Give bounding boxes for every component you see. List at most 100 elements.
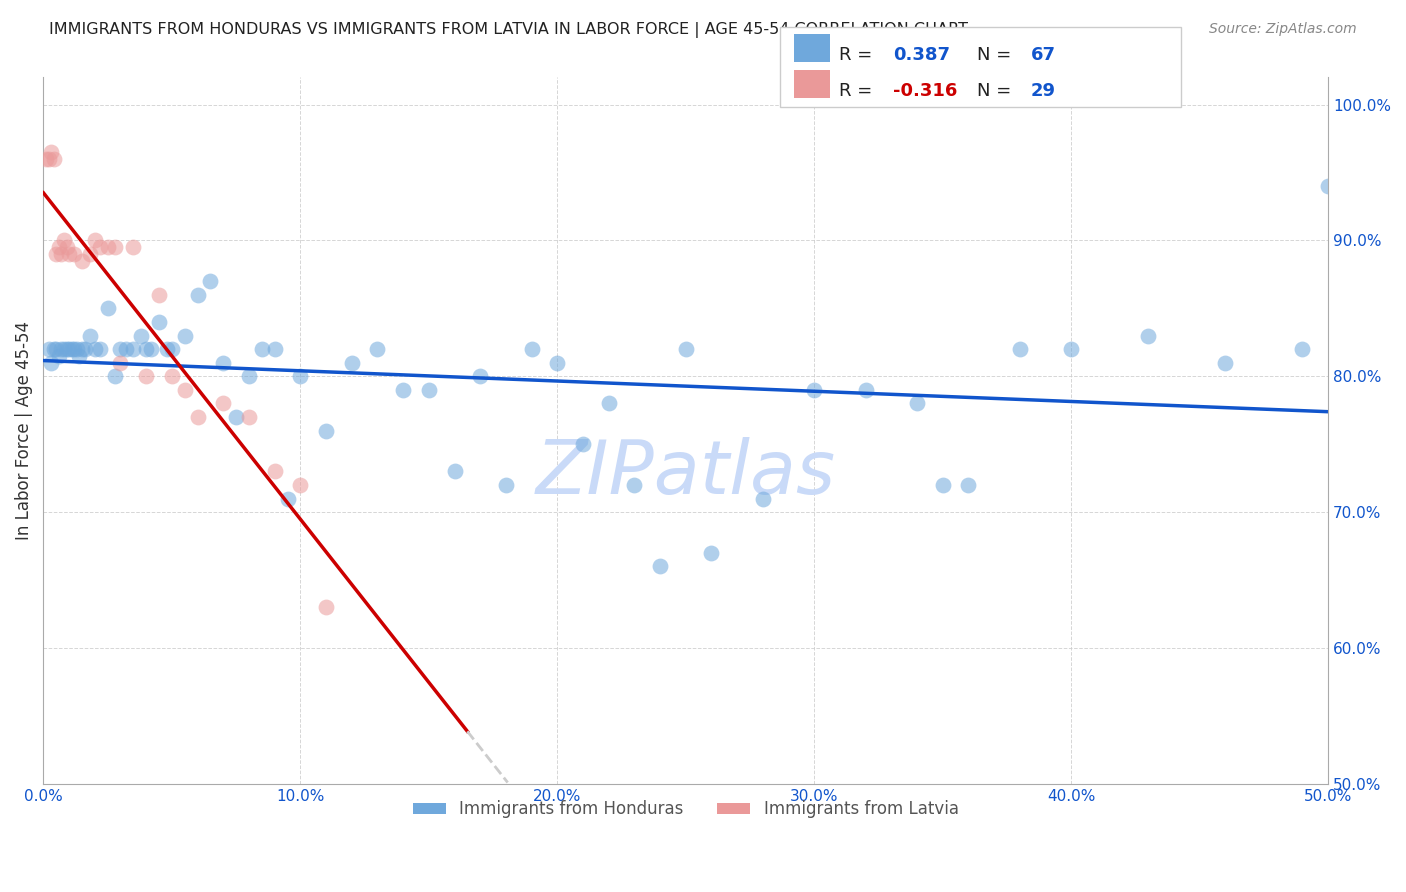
Point bbox=[110, 356, 132, 370]
Point bbox=[55, 342, 77, 356]
Point bbox=[48, 240, 70, 254]
Point bbox=[803, 383, 825, 397]
Point bbox=[290, 478, 312, 492]
Text: R =: R = bbox=[839, 82, 879, 100]
Point bbox=[135, 342, 157, 356]
Point bbox=[752, 491, 775, 506]
Point bbox=[418, 383, 440, 397]
Point bbox=[42, 342, 65, 356]
Point bbox=[212, 396, 235, 410]
Point bbox=[340, 356, 363, 370]
Point bbox=[495, 478, 517, 492]
Point bbox=[89, 342, 111, 356]
Text: 29: 29 bbox=[1031, 82, 1056, 100]
Point bbox=[39, 356, 62, 370]
Point bbox=[1291, 342, 1313, 356]
Point bbox=[200, 274, 222, 288]
Point bbox=[122, 342, 145, 356]
Point bbox=[160, 342, 183, 356]
Point bbox=[83, 234, 105, 248]
Point bbox=[290, 369, 312, 384]
Point bbox=[63, 247, 86, 261]
Point bbox=[315, 424, 337, 438]
Point bbox=[70, 253, 93, 268]
Point bbox=[315, 600, 337, 615]
Point bbox=[905, 396, 928, 410]
Point bbox=[225, 409, 247, 424]
Point bbox=[648, 559, 671, 574]
Point bbox=[45, 342, 67, 356]
Point bbox=[160, 369, 183, 384]
Point bbox=[187, 409, 209, 424]
Point bbox=[173, 383, 195, 397]
Point bbox=[97, 301, 120, 316]
Point bbox=[51, 247, 73, 261]
Point bbox=[83, 342, 105, 356]
Point bbox=[148, 287, 170, 301]
Point bbox=[63, 342, 86, 356]
Point bbox=[45, 247, 67, 261]
Point bbox=[51, 342, 73, 356]
Point bbox=[238, 369, 260, 384]
Text: IMMIGRANTS FROM HONDURAS VS IMMIGRANTS FROM LATVIA IN LABOR FORCE | AGE 45-54 CO: IMMIGRANTS FROM HONDURAS VS IMMIGRANTS F… bbox=[49, 22, 969, 38]
Y-axis label: In Labor Force | Age 45-54: In Labor Force | Age 45-54 bbox=[15, 321, 32, 540]
Point bbox=[48, 349, 70, 363]
Point bbox=[38, 152, 60, 166]
Point bbox=[1008, 342, 1031, 356]
Point bbox=[931, 478, 953, 492]
Point bbox=[114, 342, 136, 356]
Point bbox=[1137, 328, 1160, 343]
Point bbox=[700, 546, 723, 560]
Point bbox=[52, 342, 75, 356]
Text: 67: 67 bbox=[1031, 46, 1056, 64]
Point bbox=[173, 328, 195, 343]
Point bbox=[263, 464, 285, 478]
Point bbox=[55, 240, 77, 254]
Point bbox=[148, 315, 170, 329]
Point bbox=[89, 240, 111, 254]
Point bbox=[60, 342, 83, 356]
Point bbox=[58, 247, 80, 261]
Point bbox=[1060, 342, 1083, 356]
Point bbox=[66, 342, 89, 356]
Text: ZIPatlas: ZIPatlas bbox=[536, 437, 835, 509]
Text: -0.316: -0.316 bbox=[893, 82, 957, 100]
Point bbox=[366, 342, 388, 356]
Point bbox=[97, 240, 120, 254]
Point bbox=[39, 145, 62, 160]
Point bbox=[156, 342, 179, 356]
Point bbox=[443, 464, 465, 478]
Point bbox=[572, 437, 595, 451]
Point bbox=[187, 287, 209, 301]
Point bbox=[67, 349, 90, 363]
Point bbox=[35, 152, 58, 166]
Point bbox=[79, 247, 101, 261]
Point bbox=[38, 342, 60, 356]
Point bbox=[110, 342, 132, 356]
Point bbox=[238, 409, 260, 424]
Text: R =: R = bbox=[839, 46, 879, 64]
Point bbox=[58, 342, 80, 356]
Point bbox=[122, 240, 145, 254]
Point bbox=[392, 383, 415, 397]
Point bbox=[855, 383, 877, 397]
Point bbox=[212, 356, 235, 370]
Point bbox=[52, 234, 75, 248]
Point bbox=[1215, 356, 1237, 370]
Point bbox=[129, 328, 152, 343]
Point bbox=[675, 342, 697, 356]
Text: Source: ZipAtlas.com: Source: ZipAtlas.com bbox=[1209, 22, 1357, 37]
Point bbox=[104, 240, 127, 254]
Point bbox=[42, 152, 65, 166]
Point bbox=[1317, 179, 1340, 194]
Point bbox=[141, 342, 163, 356]
Point bbox=[250, 342, 273, 356]
Point bbox=[520, 342, 543, 356]
Text: N =: N = bbox=[977, 46, 1017, 64]
Legend: Immigrants from Honduras, Immigrants from Latvia: Immigrants from Honduras, Immigrants fro… bbox=[406, 794, 966, 825]
Point bbox=[79, 328, 101, 343]
Text: N =: N = bbox=[977, 82, 1017, 100]
Point bbox=[623, 478, 645, 492]
Point bbox=[598, 396, 620, 410]
Point bbox=[104, 369, 127, 384]
